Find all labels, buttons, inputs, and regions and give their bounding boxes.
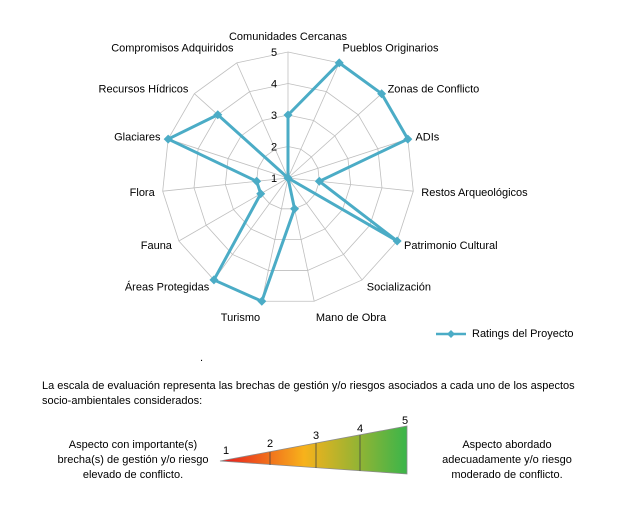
series-point [209, 275, 219, 285]
evaluation-scale: 1 2 3 4 5 [219, 415, 408, 475]
series-point [334, 58, 344, 68]
scale-label-3: 3 [313, 430, 319, 442]
high-scale-label: Aspecto abordado adecuadamente y/o riesg… [442, 439, 572, 481]
category-label: Patrimonio Cultural [404, 240, 498, 252]
scale-description: La escala de evaluación representa las b… [42, 380, 575, 407]
chart-legend: Ratings del Proyecto [436, 328, 574, 340]
series-point [283, 173, 293, 183]
legend-marker-icon [436, 330, 466, 338]
category-label: Zonas de Conflicto [388, 83, 480, 95]
category-label: ADIs [415, 132, 439, 144]
series-point [256, 189, 266, 199]
series-point [163, 134, 173, 144]
series-point [392, 236, 402, 246]
category-label: Mano de Obra [316, 312, 387, 324]
grid-spoke [287, 62, 340, 179]
grid-spoke [287, 177, 363, 281]
grid-spoke [287, 93, 382, 179]
series-point [403, 134, 413, 144]
tick-label-3: 3 [271, 110, 277, 122]
category-label: Socialización [367, 281, 431, 293]
series-point [283, 110, 293, 120]
scale-label-5: 5 [402, 415, 408, 427]
category-label: Fauna [141, 240, 173, 252]
scale-label-1: 1 [223, 445, 229, 457]
grid-ring-4 [193, 83, 383, 271]
series-line [166, 61, 410, 303]
tick-label-2: 2 [271, 142, 277, 154]
grid-spoke [287, 138, 408, 179]
scale-label-2: 2 [267, 438, 273, 450]
scale-label-4: 4 [357, 423, 363, 435]
legend-label: Ratings del Proyecto [472, 328, 574, 340]
series-point [213, 110, 223, 120]
grid-spoke [178, 177, 289, 242]
series-point [314, 176, 324, 186]
category-label: Recursos Hídricos [99, 83, 189, 95]
grid-spoke [162, 177, 289, 192]
category-label: Glaciares [114, 132, 161, 144]
series-point [377, 89, 387, 99]
category-label: Comunidades Cercanas [229, 31, 348, 43]
category-label: Compromisos Adquiridos [111, 43, 234, 55]
tick-label-4: 4 [271, 79, 277, 91]
tick-label-5: 5 [271, 47, 277, 59]
low-scale-label: Aspecto con importante(s) brecha(s) de g… [57, 439, 209, 481]
grid-spoke [236, 62, 289, 179]
category-label: Pueblos Originarios [343, 43, 439, 55]
category-label: Restos Arqueológicos [421, 187, 528, 199]
radar-tick-labels: 1 2 3 4 5 [271, 47, 277, 185]
grid-spoke [261, 177, 289, 302]
radar-series [163, 58, 413, 306]
grid-spoke [213, 177, 289, 281]
grid-ring-2 [256, 146, 320, 210]
grid-spoke [287, 177, 414, 192]
grid-ring-3 [224, 114, 352, 241]
tick-label-1: 1 [271, 173, 277, 185]
dot-mark: . [200, 352, 204, 364]
series-point [257, 296, 267, 306]
category-label: Turismo [221, 312, 260, 324]
category-label: Flora [130, 187, 156, 199]
series-point [252, 176, 262, 186]
grid-spoke [168, 138, 289, 179]
series-point [290, 204, 300, 214]
category-label: Áreas Protegidas [125, 280, 210, 293]
